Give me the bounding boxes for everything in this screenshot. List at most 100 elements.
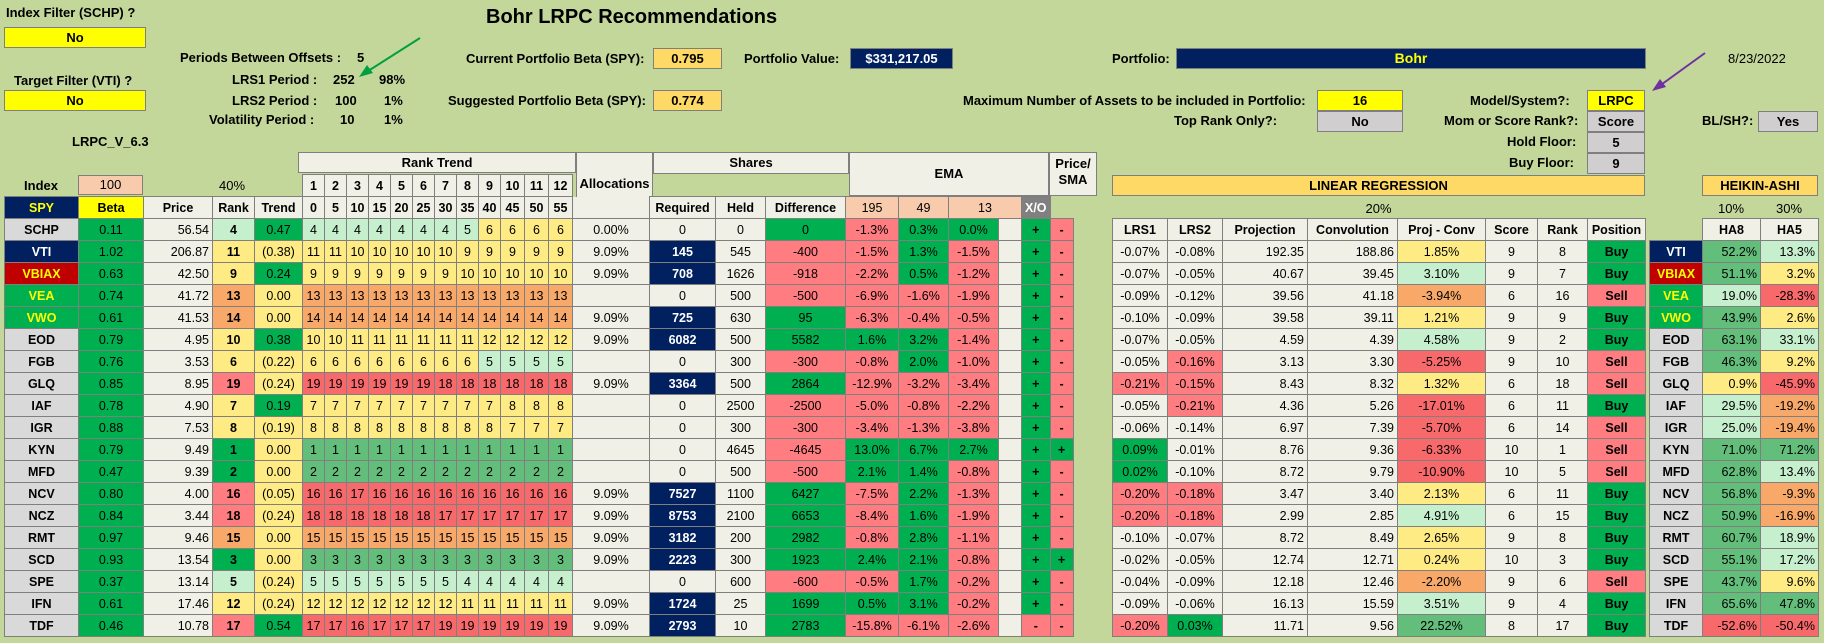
rank-trend-offset: 0 [302, 196, 325, 219]
ema195-cell: 1.6% [845, 328, 899, 351]
ticker[interactable]: TDF [4, 614, 79, 637]
rank-trend-cell: 7 [478, 394, 501, 417]
heikin-ticker[interactable]: EOD [1649, 328, 1703, 351]
ticker[interactable]: GLQ [4, 372, 79, 395]
ticker[interactable]: SCD [4, 548, 79, 571]
heikin-ticker[interactable]: VBIAX [1649, 262, 1703, 285]
page-title: Bohr LRPC Recommendations [486, 6, 778, 28]
xo-sma-cell: - [1049, 592, 1074, 615]
ha5-cell: -28.3% [1760, 284, 1819, 307]
ha5-cell: 33.1% [1760, 328, 1819, 351]
heikin-row: NCZ 50.9% -16.9% [1649, 504, 1819, 527]
rank-trend-cell: 10 [346, 240, 369, 263]
heikin-ticker[interactable]: IAF [1649, 394, 1703, 417]
beta-cell: 0.93 [78, 548, 144, 571]
table-row: SPE 0.37 13.14 5 (0.24) 5 5 5 5 5 5 5 4 4 4 4 4 0 600 -600-… [4, 570, 1099, 593]
ticker[interactable]: NCZ [4, 504, 79, 527]
mom-score-value[interactable]: Score [1587, 111, 1645, 132]
table-row: EOD 0.79 4.95 10 0.38 10 10 11 11 11 11 11 11 12 12 12 1… [4, 328, 1099, 351]
buy-floor-value[interactable]: 9 [1587, 153, 1645, 174]
heikin-ticker[interactable]: NCV [1649, 482, 1703, 505]
held-cell: 500 [715, 372, 766, 395]
rank-trend-cell: 19 [434, 614, 457, 637]
lr-rank-header: Rank [1537, 218, 1588, 241]
blank-header [766, 175, 846, 197]
ema13-cell: -1.4% [948, 328, 999, 351]
ticker[interactable]: SCHP [4, 218, 79, 241]
rank-trend-cell: 14 [302, 306, 325, 329]
ticker[interactable]: VWO [4, 306, 79, 329]
ticker[interactable]: FGB [4, 350, 79, 373]
lr-row: -0.07% -0.08% 192.35 188.86 1.85% 9 8 Buy [1112, 240, 1646, 263]
heikin-ticker[interactable]: FGB [1649, 350, 1703, 373]
model-value[interactable]: LRPC [1587, 90, 1645, 111]
heikin-ticker[interactable]: MFD [1649, 460, 1703, 483]
ticker[interactable]: VBIAX [4, 262, 79, 285]
ticker[interactable]: RMT [4, 526, 79, 549]
held-cell: 600 [715, 570, 766, 593]
required-cell: 2223 [649, 548, 716, 571]
portfolio-name[interactable]: Bohr [1176, 48, 1646, 69]
max-assets-value[interactable]: 16 [1317, 90, 1403, 111]
ticker[interactable]: VEA [4, 284, 79, 307]
ema13-cell: -0.8% [948, 548, 999, 571]
heikin-ticker[interactable]: SCD [1649, 548, 1703, 571]
score-cell: 9 [1485, 306, 1538, 329]
index-filter-value[interactable]: No [4, 27, 146, 48]
beta-cell: 0.78 [78, 394, 144, 417]
heikin-ticker[interactable]: KYN [1649, 438, 1703, 461]
top-rank-value[interactable]: No [1317, 111, 1403, 132]
ticker[interactable]: IGR [4, 416, 79, 439]
score-cell: 9 [1485, 570, 1538, 593]
target-filter-value[interactable]: No [4, 90, 146, 111]
xo-sma-cell: - [1049, 240, 1074, 263]
hold-floor-value[interactable]: 5 [1587, 132, 1645, 153]
rank-trend-cell: 7 [456, 394, 479, 417]
ticker[interactable]: SPE [4, 570, 79, 593]
alloc-cell: 9.09% [572, 240, 650, 263]
rank-trend-cell: 14 [548, 306, 573, 329]
rank-trend-cell: 9 [524, 240, 549, 263]
xo-cell: + [1021, 262, 1051, 285]
rank-trend-cell: 8 [500, 394, 525, 417]
position-cell: Buy [1587, 262, 1646, 285]
rank-trend-num: 2 [324, 174, 347, 197]
mom-score-label: Mom or Score Rank?: [1444, 113, 1579, 128]
heikin-ticker[interactable]: TDF [1649, 614, 1703, 637]
heikin-ticker[interactable]: NCZ [1649, 504, 1703, 527]
ticker[interactable]: KYN [4, 438, 79, 461]
ticker[interactable]: MFD [4, 460, 79, 483]
ema49-cell: 1.6% [898, 504, 949, 527]
lr-rank-cell: 8 [1537, 526, 1588, 549]
heikin-ticker[interactable]: SPE [1649, 570, 1703, 593]
rank-trend-num: 11 [524, 174, 549, 197]
ticker[interactable]: IFN [4, 592, 79, 615]
heikin-ticker[interactable]: VEA [1649, 284, 1703, 307]
rank-trend-cell: 9 [346, 262, 369, 285]
ticker[interactable]: IAF [4, 394, 79, 417]
ha8-cell: 62.8% [1702, 460, 1761, 483]
heikin-ticker[interactable]: RMT [1649, 526, 1703, 549]
ema195-cell: -0.8% [845, 526, 899, 549]
heikin-row: NCV 56.8% -9.3% [1649, 482, 1819, 505]
green-arrow-icon [359, 37, 421, 77]
position-cell: Buy [1587, 328, 1646, 351]
held-cell: 500 [715, 284, 766, 307]
heikin-ticker[interactable]: GLQ [1649, 372, 1703, 395]
heikin-ticker[interactable]: IFN [1649, 592, 1703, 615]
lrs2-header: LRS2 [1167, 218, 1223, 241]
xo-sma-cell: - [1049, 482, 1074, 505]
ticker[interactable]: VTI [4, 240, 79, 263]
ticker[interactable]: NCV [4, 482, 79, 505]
alloc-cell: 9.09% [572, 526, 650, 549]
held-header: Held [715, 196, 766, 219]
heikin-ticker[interactable]: VWO [1649, 306, 1703, 329]
blsh-value[interactable]: Yes [1758, 111, 1818, 132]
ticker[interactable]: EOD [4, 328, 79, 351]
rank-trend-cell: 17 [548, 504, 573, 527]
heikin-ticker[interactable]: VTI [1649, 240, 1703, 263]
score-cell: 10 [1485, 438, 1538, 461]
heikin-ticker[interactable]: IGR [1649, 416, 1703, 439]
blank-header [5, 175, 79, 197]
difference-cell: 2783 [765, 614, 846, 637]
